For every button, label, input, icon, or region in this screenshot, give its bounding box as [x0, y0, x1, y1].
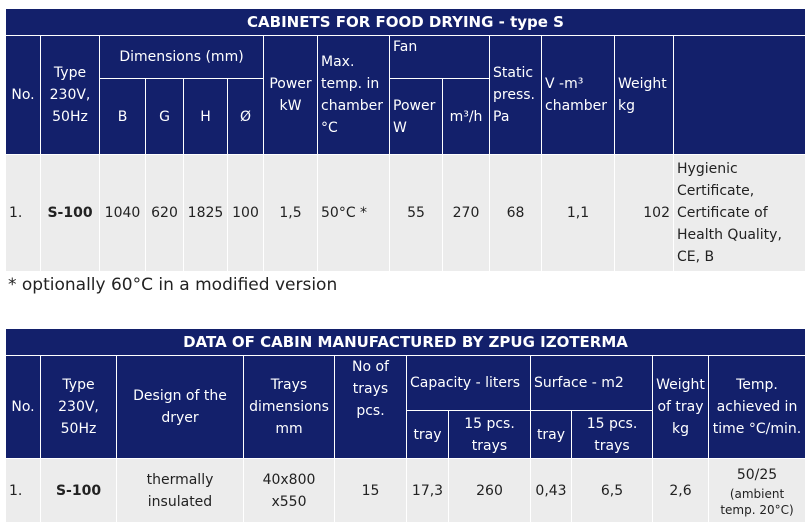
data-cell: 620: [145, 154, 184, 272]
data-cell: S-100: [40, 154, 100, 272]
header-cell: Design of the dryer: [116, 355, 244, 459]
data-cell: 1,5: [263, 154, 318, 272]
data-cell: 17,3: [406, 458, 449, 523]
header-cell: G: [145, 78, 184, 155]
data-cell: 100: [227, 154, 264, 272]
header-cell: Ø: [227, 78, 264, 155]
data-cell: 1.: [5, 154, 41, 272]
data-cell: thermally insulated: [116, 458, 244, 523]
header-cell: Trays dimensions mm: [243, 355, 335, 459]
cell-text: S-100: [47, 205, 93, 221]
header-cell: Weight kg: [614, 35, 674, 155]
header-cell: CABINETS FOR FOOD DRYING - type S: [5, 8, 806, 36]
header-cell: No of trays pcs.: [334, 355, 407, 459]
table-row: 1. S-100 thermally insulated 40x800 x550 15…: [5, 458, 806, 523]
table-row: 1. S-100 1040 620 1825 100 1,5 50°C * 55 270 68…: [5, 154, 806, 272]
header-cell: Type 230V, 50Hz: [40, 355, 117, 459]
data-cell: 1,1: [541, 154, 615, 272]
data-cell: 68: [489, 154, 542, 272]
data-cell: S-100: [40, 458, 117, 523]
header-cell: No.: [5, 355, 41, 459]
data-cell: Hygienic Certificate, Certificate of Hea…: [673, 154, 806, 272]
table-row: No. Type 230V, 50Hz Design of the dryer …: [5, 355, 806, 459]
header-cell: V -m³ chamber: [541, 35, 615, 155]
table-cabin-data: DATA OF CABIN MANUFACTURED BY ZPUG IZOTE…: [5, 328, 806, 523]
header-cell: DATA OF CABIN MANUFACTURED BY ZPUG IZOTE…: [5, 328, 806, 356]
header-cell: No.: [5, 35, 41, 155]
table-row: tray 15 pcs. trays tray 15 pcs. trays: [6, 410, 806, 459]
table-row: No. Type 230V, 50Hz Dimensions (mm) Powe…: [5, 35, 806, 155]
table-drying-cabinets: CABINETS FOR FOOD DRYING - type S No. Ty…: [5, 8, 806, 272]
header-cell: 15 pcs. trays: [448, 410, 531, 459]
header-cell: Type 230V, 50Hz: [40, 35, 100, 155]
data-cell: 40x800 x550: [243, 458, 335, 523]
footnote: * optionally 60°C in a modified version: [8, 275, 338, 295]
table-row: DATA OF CABIN MANUFACTURED BY ZPUG IZOTE…: [5, 328, 806, 356]
cell-text: (ambient temp. 20°C): [720, 486, 794, 517]
header-cell: H: [183, 78, 228, 155]
data-cell: 102: [614, 154, 674, 272]
header-cell: tray: [406, 410, 449, 459]
data-cell: 6,5: [571, 458, 653, 523]
header-cell: Power kW: [263, 35, 318, 155]
data-cell: 270: [442, 154, 490, 272]
cell-text: S-100: [55, 482, 102, 499]
data-cell: 1.: [5, 458, 41, 523]
table-row: CABINETS FOR FOOD DRYING - type S: [5, 8, 806, 36]
cell-text: DATA OF CABIN MANUFACTURED BY ZPUG IZOTE…: [5, 328, 806, 523]
data-cell: 1040: [99, 154, 146, 272]
header-cell: m³/h: [442, 78, 490, 155]
data-cell: 0,43: [530, 458, 572, 523]
cell-text: CABINETS FOR FOOD DRYING - type S No. Ty…: [5, 8, 806, 272]
header-cell: Max. temp. in chamber °C: [317, 35, 390, 155]
cell-text: 50/25: [736, 466, 778, 483]
data-cell: 260: [448, 458, 531, 523]
data-cell: 2,6: [652, 458, 709, 523]
data-cell: 15: [334, 458, 407, 523]
header-cell: tray: [530, 410, 572, 459]
header-cell: Dimensions (mm): [99, 35, 264, 79]
data-cell: 50°C *: [317, 154, 390, 272]
data-cell: 50/25 (ambient temp. 20°C): [708, 458, 806, 523]
header-cell: Surface - m2: [530, 355, 653, 411]
header-cell: [673, 35, 806, 155]
header-cell: Fan: [389, 35, 490, 79]
header-cell: Power W: [389, 78, 443, 155]
data-cell: 55: [389, 154, 443, 272]
header-cell: Temp. achieved in time °C/min.: [708, 355, 806, 459]
header-cell: 15 pcs. trays: [571, 410, 653, 459]
data-cell: 1825: [183, 154, 228, 272]
header-cell: Static press. Pa: [489, 35, 542, 155]
header-cell: Capacity - liters: [406, 355, 531, 411]
header-cell: B: [99, 78, 146, 155]
header-cell: Weight of tray kg: [652, 355, 709, 459]
